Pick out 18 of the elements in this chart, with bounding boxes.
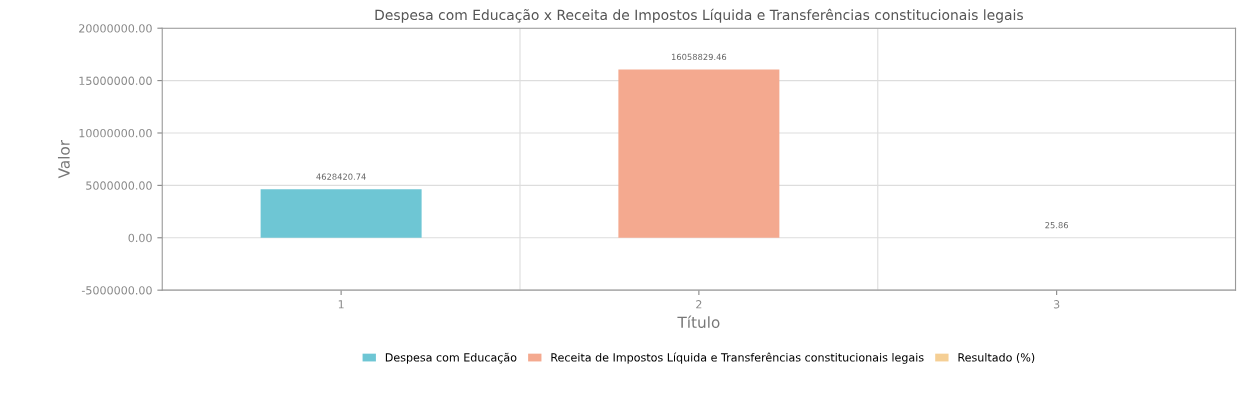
x-tick-label: 3: [1053, 300, 1060, 309]
y-tick-label: -5000000.00: [81, 286, 152, 295]
x-axis-title: Título: [677, 315, 720, 329]
chart-title: Despesa com Educação x Receita de Impostos Líquida e Transferências constitucionais legais: [375, 8, 1023, 23]
x-tick-label: 2: [696, 300, 702, 309]
x-tick-label: 1: [338, 300, 344, 309]
legend-label: Resultado (%): [958, 352, 1035, 363]
legend-label: Receita de Impostos Líquida e Transferências constitucionais legais: [551, 352, 924, 364]
y-tick-label: 10000000.00: [79, 128, 152, 138]
y-tick-label: 0.00: [128, 233, 152, 243]
y-tick-label: 15000000.00: [79, 76, 152, 85]
data-label: 16058829.46: [671, 53, 727, 61]
legend-label: Despesa com Educação: [385, 352, 517, 364]
y-tick-label: 5000000.00: [86, 181, 152, 190]
y-tick-label: 20000000.00: [79, 24, 152, 33]
y-axis-title: Valor: [57, 139, 70, 179]
data-label: 25.86: [1045, 221, 1069, 229]
data-label: 4628420.74: [316, 173, 366, 180]
